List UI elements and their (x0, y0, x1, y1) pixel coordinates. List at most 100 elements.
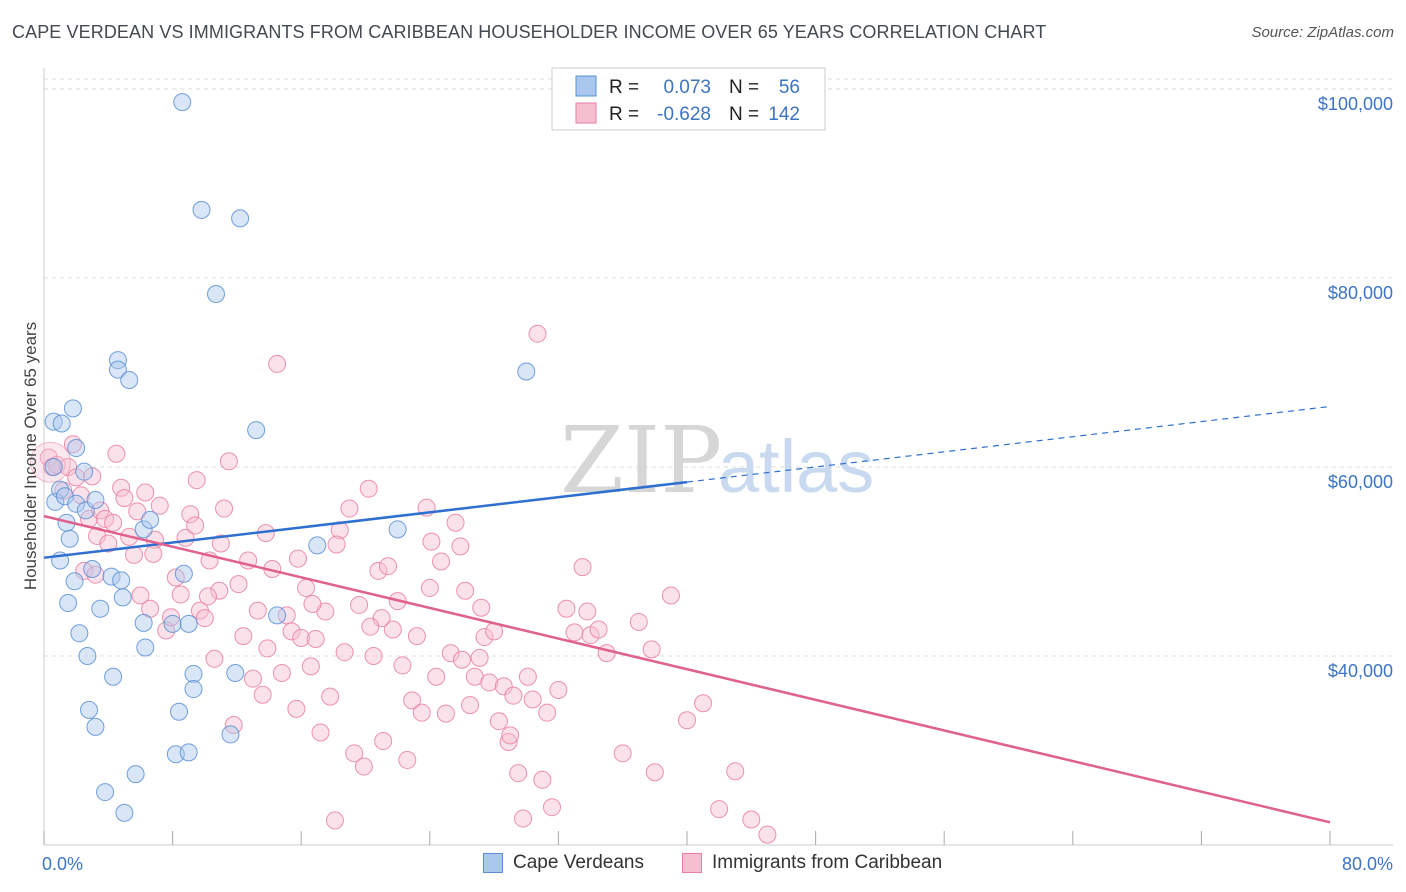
legend: R = 0.073 N = 56 R = -0.628 N = 142 (551, 67, 826, 131)
data-point (472, 598, 491, 617)
data-point (301, 657, 320, 676)
data-point (726, 762, 745, 781)
data-point (63, 399, 82, 418)
data-point (253, 685, 272, 704)
data-point (374, 732, 393, 751)
data-point (70, 624, 89, 643)
legend-n-value-1: 56 (779, 77, 800, 98)
data-point (174, 564, 193, 583)
data-point (163, 614, 182, 633)
data-point (229, 575, 248, 594)
data-point (420, 578, 439, 597)
data-point (489, 712, 508, 731)
data-point (345, 744, 364, 763)
data-point (549, 681, 568, 699)
data-point (67, 439, 86, 458)
legend-r-label-1: R = (609, 77, 639, 98)
data-point (412, 703, 431, 722)
data-point (694, 694, 713, 713)
x-tick-labels: 0.0% 80.0% (42, 854, 1393, 874)
data-point (514, 809, 533, 828)
data-point (403, 691, 422, 710)
data-point (388, 520, 407, 539)
data-point (136, 483, 155, 502)
data-point (340, 499, 359, 518)
legend-r-value-1: 0.073 (663, 77, 711, 98)
bottom-legend-label-immigrants: Immigrants from Caribbean (712, 852, 943, 873)
data-point (75, 462, 94, 481)
data-point (364, 646, 383, 665)
data-point (446, 513, 465, 532)
data-point (59, 594, 78, 613)
data-point (107, 444, 126, 463)
data-point (268, 354, 287, 373)
data-point (243, 669, 262, 688)
data-point (234, 627, 253, 646)
data-point (161, 608, 180, 627)
data-point (645, 763, 664, 782)
chart-source: Source: ZipAtlas.com (1251, 24, 1394, 41)
data-point (398, 750, 417, 769)
data-point (308, 536, 327, 555)
y-axis-label: Householder Income Over 65 years (21, 322, 40, 590)
data-point (52, 414, 71, 433)
data-point (303, 594, 322, 613)
data-point (518, 667, 537, 686)
data-point (661, 586, 680, 605)
x-tick-label: 0.0% (42, 854, 83, 874)
data-point (181, 505, 200, 524)
data-point (678, 711, 696, 730)
legend-n-label-2: N = (729, 104, 759, 125)
data-point (533, 770, 552, 789)
data-point (179, 614, 198, 633)
data-point (359, 479, 378, 498)
data-point (350, 595, 369, 614)
data-point (136, 638, 155, 657)
data-point (170, 702, 189, 721)
data-point (115, 803, 134, 822)
data-point (60, 529, 79, 548)
watermark-zip: ZIP (560, 407, 722, 514)
data-point (115, 489, 134, 508)
data-point (102, 567, 121, 586)
data-point (47, 456, 66, 475)
data-point (99, 534, 118, 553)
data-point (187, 471, 206, 490)
data-point (470, 648, 489, 667)
series-cape-verdeans (44, 93, 536, 822)
y-tick-label: $60,000 (1328, 472, 1393, 492)
data-point (475, 628, 494, 647)
data-point (311, 723, 330, 742)
trend-line-cape-verdeans (43, 480, 688, 559)
data-point (226, 663, 245, 682)
data-point (131, 586, 150, 605)
data-point (297, 578, 316, 597)
data-point (126, 765, 145, 784)
data-point (173, 93, 192, 112)
data-point (86, 491, 105, 510)
data-point (104, 513, 123, 532)
data-point (528, 324, 547, 343)
watermark: ZIP atlas (560, 407, 874, 514)
data-point (501, 726, 520, 745)
data-point (134, 520, 153, 539)
data-point (369, 561, 388, 580)
data-point (248, 601, 267, 620)
legend-box (551, 67, 826, 131)
chart-title: CAPE VERDEAN VS IMMIGRANTS FROM CARIBBEA… (12, 22, 1047, 42)
data-point (171, 585, 190, 604)
data-point (80, 700, 99, 719)
bottom-legend-swatch-blue (483, 853, 503, 873)
data-point (65, 572, 84, 591)
data-point (184, 664, 203, 683)
data-point (407, 627, 426, 646)
data-point (288, 549, 307, 568)
data-point (282, 622, 301, 641)
y-tick-label: $80,000 (1328, 283, 1393, 303)
data-point (452, 650, 471, 669)
data-point (268, 606, 287, 625)
legend-n-label-1: N = (729, 77, 759, 98)
data-point (306, 629, 325, 648)
data-point (432, 552, 451, 571)
data-point (179, 743, 198, 762)
